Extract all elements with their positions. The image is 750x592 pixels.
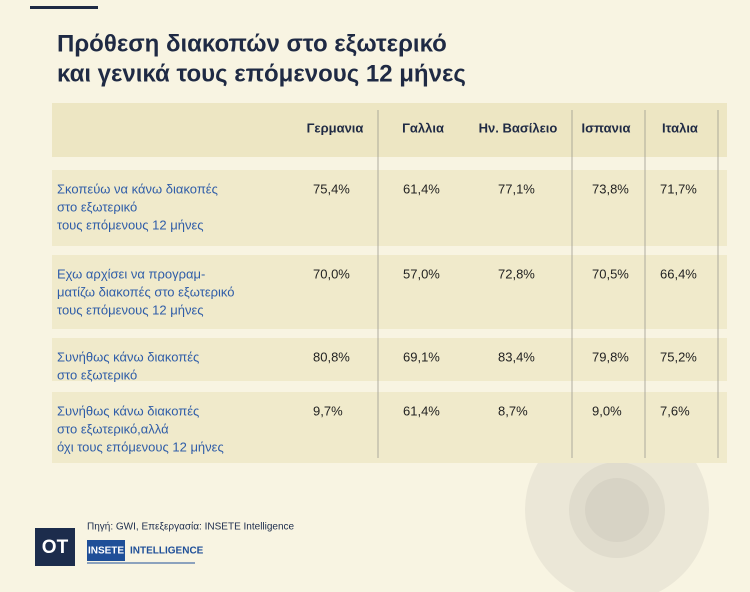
top-rule <box>30 6 98 9</box>
cell: 83,4% <box>498 349 535 364</box>
cell: 69,1% <box>403 349 440 364</box>
cell: 71,7% <box>660 181 697 196</box>
cell: 75,4% <box>313 181 350 196</box>
cell: 7,6% <box>660 403 690 418</box>
row-band <box>52 255 727 329</box>
cell: 70,0% <box>313 266 350 281</box>
ot-logo-text: OT <box>42 537 69 558</box>
ot-logo <box>35 528 75 566</box>
row-label: Εχω αρχίσει να προγραμ- <box>57 266 205 281</box>
row-label: ματίζω διακοπές στο εξωτερικό <box>57 284 235 299</box>
cell: 75,2% <box>660 349 697 364</box>
insete-text: INSETE <box>88 546 124 557</box>
row-label: τους επόμενους 12 μήνες <box>57 217 204 232</box>
column-header: Γαλλια <box>402 120 444 135</box>
cell: 57,0% <box>403 266 440 281</box>
row-label: Συνήθως κάνω διακοπές <box>57 349 199 364</box>
row-band <box>52 392 727 463</box>
title: και γενικά τους επόμενους 12 μήνες <box>57 60 466 87</box>
source: Πηγή: GWI, Επεξεργασία: INSETE Intellige… <box>87 521 295 533</box>
cell: 61,4% <box>403 181 440 196</box>
row-label: στο εξωτερικό <box>57 199 137 214</box>
row-label: όχι τους επόμενους 12 μήνες <box>57 439 224 454</box>
cell: 66,4% <box>660 266 697 281</box>
column-header: Ην. Βασίλειο <box>479 120 558 135</box>
row-label: τους επόμενους 12 μήνες <box>57 302 204 317</box>
cell: 77,1% <box>498 181 535 196</box>
insete-box <box>87 540 125 561</box>
cell: 72,8% <box>498 266 535 281</box>
row-label: στο εξωτερικό <box>57 367 137 382</box>
row-label: στο εξωτερικό,αλλά <box>57 421 169 436</box>
cell: 8,7% <box>498 403 528 418</box>
deco-circle <box>585 478 649 542</box>
column-header: Ισπανια <box>582 120 631 135</box>
cell: 9,0% <box>592 403 622 418</box>
row-label: Συνήθως κάνω διακοπές <box>57 403 199 418</box>
cell: 70,5% <box>592 266 629 281</box>
column-header: Ιταλια <box>662 120 698 135</box>
cell: 80,8% <box>313 349 350 364</box>
cell: 73,8% <box>592 181 629 196</box>
cell: 61,4% <box>403 403 440 418</box>
cell: 9,7% <box>313 403 343 418</box>
title: Πρόθεση διακοπών στο εξωτερικό <box>57 30 447 57</box>
cell: 79,8% <box>592 349 629 364</box>
header-band <box>52 103 727 157</box>
row-band <box>52 338 727 381</box>
row-band <box>52 170 727 246</box>
intelligence-text: INTELLIGENCE <box>130 546 204 557</box>
column-header: Γερμανια <box>307 120 364 135</box>
row-label: Σκοπεύω να κάνω διακοπές <box>57 181 218 196</box>
